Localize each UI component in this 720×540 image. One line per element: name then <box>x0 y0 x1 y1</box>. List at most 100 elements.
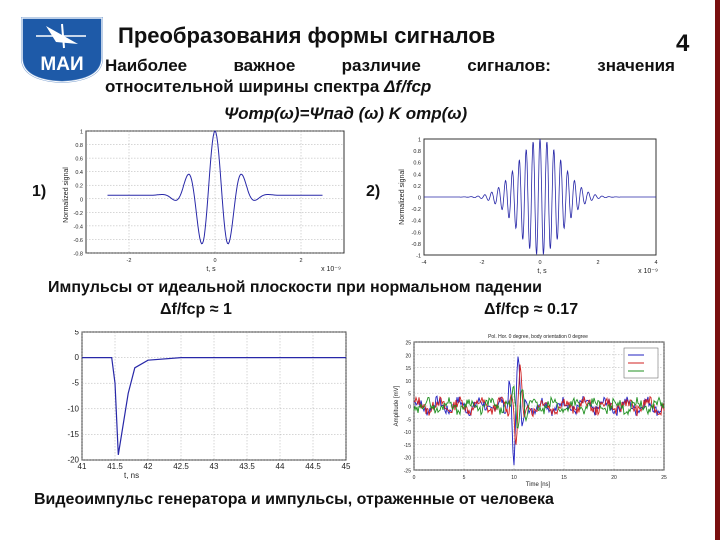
y-tick-label: -10 <box>404 430 411 436</box>
impulses-caption: Импульсы от идеальной плоскости при норм… <box>48 279 543 296</box>
y-tick-label: -5 <box>72 379 80 388</box>
x-tick-label: 41 <box>78 462 87 471</box>
x-tick-label: -4 <box>422 260 427 266</box>
body-word: различие <box>341 56 421 75</box>
y-tick-label: -15 <box>67 430 79 439</box>
y-tick-label: -1 <box>416 254 421 260</box>
y-tick-label: 0.4 <box>75 170 83 176</box>
y-tick-label: -20 <box>404 456 411 462</box>
x-tick-label: 15 <box>561 475 567 481</box>
plot-4-xlabel: Time [ns] <box>526 482 551 488</box>
plot-3-xlabel: t, ns <box>124 471 139 480</box>
x-tick-label: 44.5 <box>305 462 321 471</box>
x-tick-label: -2 <box>480 260 485 266</box>
y-tick-label: 0.6 <box>413 161 421 167</box>
plot-3: 5 0 -5 -10 -15 -20 41 41.5 42 42.5 43 43.5 44 44.5 45… <box>56 330 352 480</box>
x-tick-label: -2 <box>127 258 132 264</box>
y-tick-label: 0 <box>418 196 421 202</box>
plot-4-series-red <box>413 364 665 445</box>
plot-1-label: 1) <box>32 183 47 200</box>
x-tick-label: 42 <box>144 462 153 471</box>
x-tick-label: 5 <box>463 475 466 481</box>
x-tick-label: 0 <box>413 475 416 481</box>
y-tick-label: 1 <box>80 130 83 136</box>
plot-4-ylabel: Amplitude [mV] <box>394 385 400 426</box>
plot-1-xlabel: t, s <box>206 266 216 273</box>
plot-1-multiplier: x 10⁻⁹ <box>321 266 341 273</box>
ratio-2-caption: Δf/fср ≈ 0.17 <box>484 301 579 318</box>
reflection-formula: Ψотр(ω)=Ψпад (ω) K отр(ω) <box>224 104 468 123</box>
x-tick-label: 2 <box>596 260 599 266</box>
x-tick-label: 45 <box>342 462 351 471</box>
x-tick-label: 2 <box>299 258 302 264</box>
body-line-2-text: относительной ширины спектра <box>105 77 385 96</box>
plot-1: 1 0.8 0.6 0.4 0.2 0 -0.2 -0.4 -0.6 -0.8 -2 0 2 Norm… <box>56 125 350 275</box>
plot-1-series-line <box>107 130 323 245</box>
y-tick-label: 25 <box>405 341 411 347</box>
y-tick-label: 0 <box>75 353 80 362</box>
y-tick-label: -0.6 <box>74 238 83 244</box>
plot-2-ylabel: Normalized signal <box>399 169 406 225</box>
logo-text: МАИ <box>40 54 83 75</box>
body-word: Наиболее <box>105 56 188 75</box>
bandwidth-formula: Δf/fср <box>384 77 432 96</box>
y-tick-label: -0.8 <box>412 242 421 248</box>
y-tick-label: 5 <box>408 392 411 398</box>
body-word: сигналов: <box>467 56 551 75</box>
x-tick-label: 43 <box>210 462 219 471</box>
y-tick-label: 15 <box>405 366 411 372</box>
body-word: значения <box>597 56 675 75</box>
y-tick-label: 0.8 <box>413 149 421 155</box>
body-line-1: Наиболее важное различие сигналов: значе… <box>105 56 675 76</box>
plot-2-multiplier: x 10⁻⁹ <box>638 268 658 275</box>
y-tick-label: -0.2 <box>74 211 83 217</box>
y-tick-label: 0.6 <box>75 157 83 163</box>
y-tick-label: -0.2 <box>412 207 421 213</box>
y-tick-label: -15 <box>404 443 411 449</box>
plot-4-title: Pol. Hor. 0 degree, body orientation 0 d… <box>488 334 588 340</box>
y-tick-label: 0.2 <box>75 184 83 190</box>
x-tick-label: 25 <box>661 475 667 481</box>
x-tick-label: 20 <box>611 475 617 481</box>
y-tick-label: -0.4 <box>74 224 83 230</box>
y-tick-label: -0.6 <box>412 230 421 236</box>
y-tick-label: 0.2 <box>413 184 421 190</box>
plot-2-series-line <box>424 138 656 256</box>
y-tick-label: 0 <box>80 197 83 203</box>
plot-3-series-line <box>82 357 346 455</box>
y-tick-label: -0.4 <box>412 219 421 225</box>
x-tick-label: 10 <box>511 475 517 481</box>
plot-4: Pol. Hor. 0 degree, body orientation 0 d… <box>388 330 670 488</box>
y-tick-label: -5 <box>407 417 412 423</box>
x-tick-label: 42.5 <box>173 462 189 471</box>
y-tick-label: 20 <box>405 353 411 359</box>
x-tick-label: 43.5 <box>239 462 255 471</box>
plot-2: 1 0.8 0.6 0.4 0.2 0 -0.2 -0.4 -0.6 -0.8 -1 -4 -2 0 2 4… <box>392 135 662 275</box>
y-tick-label: -20 <box>67 456 79 465</box>
x-tick-label: 0 <box>538 260 541 266</box>
y-tick-label: 10 <box>405 379 411 385</box>
y-tick-label: 0 <box>408 405 411 411</box>
plot-1-ylabel: Normalized signal <box>63 167 70 223</box>
body-line-2: относительной ширины спектра Δf/fср <box>105 77 431 97</box>
ratio-1-caption: Δf/fср ≈ 1 <box>160 301 232 318</box>
body-word: важное <box>233 56 296 75</box>
y-tick-label: 1 <box>418 138 421 144</box>
mai-logo: МАИ <box>21 17 103 84</box>
y-tick-label: -25 <box>404 469 411 475</box>
x-tick-label: 4 <box>654 260 657 266</box>
y-tick-label: 0.8 <box>75 143 83 149</box>
plot-2-xlabel: t, s <box>537 268 547 275</box>
plot-4-series-green <box>413 385 665 429</box>
bottom-caption: Видеоимпульс генератора и импульсы, отра… <box>34 491 554 508</box>
x-tick-label: 0 <box>213 258 216 264</box>
slide-title: Преобразования формы сигналов <box>118 23 496 48</box>
y-tick-label: -0.8 <box>74 252 83 258</box>
y-tick-label: -10 <box>67 404 79 413</box>
y-tick-label: 0.4 <box>413 172 421 178</box>
x-tick-label: 44 <box>276 462 285 471</box>
plot-2-label: 2) <box>366 183 381 200</box>
x-tick-label: 41.5 <box>107 462 123 471</box>
y-tick-label: 5 <box>75 330 80 337</box>
